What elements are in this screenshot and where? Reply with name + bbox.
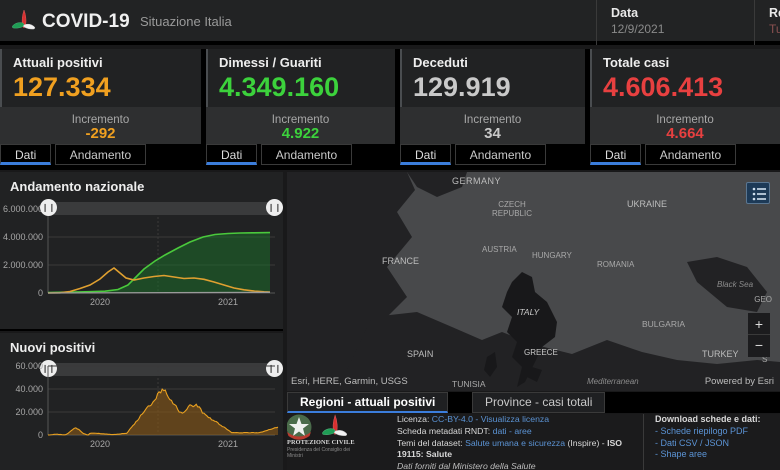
svg-text:0: 0 xyxy=(38,430,43,440)
svg-text:BULGARIA: BULGARIA xyxy=(642,319,685,329)
svg-text:ROMANIA: ROMANIA xyxy=(597,260,635,269)
svg-text:20.000: 20.000 xyxy=(15,407,43,417)
svg-text:4.000.000: 4.000.000 xyxy=(3,232,43,242)
svg-text:ITALY: ITALY xyxy=(517,307,541,317)
svg-text:TURKEY: TURKEY xyxy=(702,349,739,359)
svg-text:TUNISIA: TUNISIA xyxy=(452,379,486,389)
svg-text:40.000: 40.000 xyxy=(15,384,43,394)
svg-text:2021: 2021 xyxy=(218,439,238,449)
svg-text:GEO: GEO xyxy=(754,295,772,304)
svg-text:2.000.000: 2.000.000 xyxy=(3,260,43,270)
svg-text:2020: 2020 xyxy=(90,297,110,307)
svg-text:60.000: 60.000 xyxy=(15,361,43,371)
svg-text:6.000.000: 6.000.000 xyxy=(3,204,43,214)
svg-text:AUSTRIA: AUSTRIA xyxy=(482,245,517,254)
svg-text:HUNGARY: HUNGARY xyxy=(532,251,573,260)
svg-text:SPAIN: SPAIN xyxy=(407,349,433,359)
svg-text:REPUBLIC: REPUBLIC xyxy=(492,209,532,218)
svg-text:0: 0 xyxy=(38,288,43,298)
svg-text:GERMANY: GERMANY xyxy=(452,176,501,186)
svg-text:2020: 2020 xyxy=(90,439,110,449)
svg-text:GREECE: GREECE xyxy=(524,348,558,357)
svg-text:FRANCE: FRANCE xyxy=(382,256,419,266)
svg-text:Black Sea: Black Sea xyxy=(717,280,754,289)
svg-text:2021: 2021 xyxy=(218,297,238,307)
svg-text:Mediterranean: Mediterranean xyxy=(587,377,639,386)
svg-text:UKRAINE: UKRAINE xyxy=(627,199,667,209)
svg-text:CZECH: CZECH xyxy=(498,200,526,209)
